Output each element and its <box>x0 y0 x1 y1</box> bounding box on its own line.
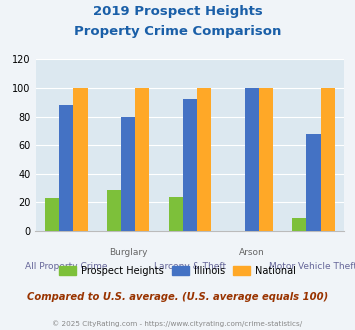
Text: © 2025 CityRating.com - https://www.cityrating.com/crime-statistics/: © 2025 CityRating.com - https://www.city… <box>53 321 302 327</box>
Bar <box>183 99 197 231</box>
Bar <box>169 197 183 231</box>
Bar <box>121 116 135 231</box>
Bar <box>135 88 149 231</box>
Text: Larceny & Theft: Larceny & Theft <box>154 262 226 271</box>
Bar <box>197 88 211 231</box>
Bar <box>45 198 59 231</box>
Text: Property Crime Comparison: Property Crime Comparison <box>74 25 281 38</box>
Bar <box>321 88 335 231</box>
Text: 2019 Prospect Heights: 2019 Prospect Heights <box>93 5 262 18</box>
Bar <box>292 218 306 231</box>
Bar <box>73 88 88 231</box>
Text: Motor Vehicle Theft: Motor Vehicle Theft <box>269 262 355 271</box>
Bar <box>245 88 259 231</box>
Bar <box>107 189 121 231</box>
Bar <box>59 105 73 231</box>
Text: Burglary: Burglary <box>109 248 147 257</box>
Text: All Property Crime: All Property Crime <box>25 262 108 271</box>
Text: Compared to U.S. average. (U.S. average equals 100): Compared to U.S. average. (U.S. average … <box>27 292 328 302</box>
Text: Arson: Arson <box>239 248 264 257</box>
Bar <box>306 134 321 231</box>
Legend: Prospect Heights, Illinois, National: Prospect Heights, Illinois, National <box>55 262 300 280</box>
Bar <box>259 88 273 231</box>
